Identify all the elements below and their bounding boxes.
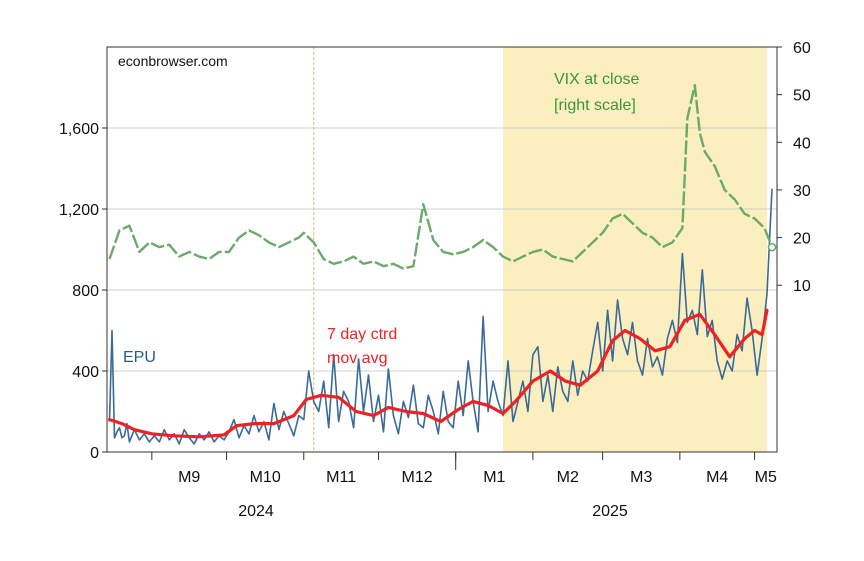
vix-annotation-line1: VIX at close (554, 71, 639, 88)
left-tick-label-3: 1,200 (59, 202, 99, 219)
year-label-2024: 2024 (238, 503, 274, 520)
month-label-m5: M5 (755, 469, 777, 486)
right-tick-label-1: 20 (793, 231, 811, 248)
vix-last-point-marker (767, 242, 777, 252)
month-label-m2: M2 (557, 469, 579, 486)
month-label-m10: M10 (250, 469, 281, 486)
right-tick-label-4: 50 (793, 88, 811, 105)
left-tick-label-1: 400 (72, 364, 99, 381)
plot-frame (106, 46, 778, 453)
right-tick-label-2: 30 (793, 183, 811, 200)
left-tick-label-4: 1,600 (59, 121, 99, 138)
series-mov-avg-line (107, 308, 769, 439)
month-label-m3: M3 (630, 469, 652, 486)
source-label: econbrowser.com (118, 53, 228, 69)
year-label-2025: 2025 (592, 503, 628, 520)
series-layer (107, 83, 777, 445)
right-tick-label-0: 10 (793, 278, 811, 295)
gridlines (107, 127, 777, 372)
right-tick-label-5: 60 (793, 40, 811, 57)
month-label-m1: M1 (483, 469, 505, 486)
left-tick-label-2: 800 (72, 283, 99, 300)
shaded-region-layer (503, 47, 768, 452)
month-label-m4: M4 (706, 469, 728, 486)
shaded-region (503, 47, 768, 452)
month-label-m11: M11 (326, 469, 356, 486)
mov-avg-annotation-line2: mov avg (327, 350, 387, 367)
right-tick-label-3: 40 (793, 135, 811, 152)
left-tick-label-0: 0 (90, 445, 99, 462)
axes: 0 400 800 1,200 1,600 10 20 30 40 50 60 M9 M10 M11 M12… (59, 40, 811, 486)
month-label-m9: M9 (178, 469, 200, 486)
month-label-m12: M12 (402, 469, 433, 486)
vix-annotation-line2: [right scale] (554, 97, 636, 114)
series-epu-line (108, 188, 773, 445)
mov-avg-annotation-line1: 7 day ctrd (327, 326, 397, 343)
epu-annotation: EPU (123, 349, 156, 366)
series-vix-line (108, 83, 774, 270)
